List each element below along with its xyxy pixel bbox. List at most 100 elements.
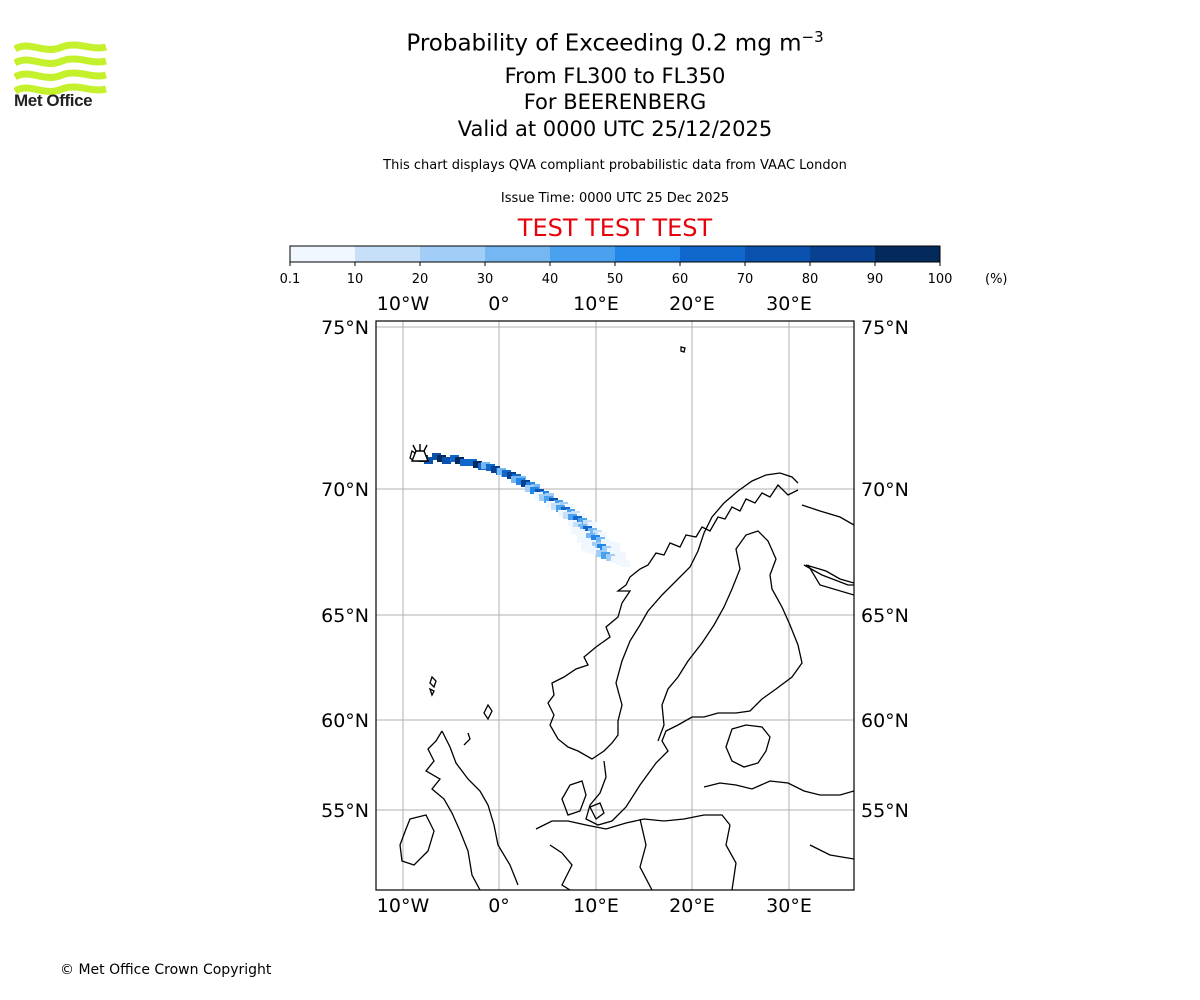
plume-cell	[601, 539, 610, 546]
lon-label: 10°E	[573, 293, 619, 315]
plume-cell	[583, 520, 592, 527]
plume-cell	[437, 455, 446, 462]
plume-cell	[556, 505, 565, 512]
plume-cell	[586, 546, 595, 553]
flight-levels: From FL300 to FL350	[504, 64, 726, 88]
colorbar-tick-label: 60	[672, 272, 689, 287]
lon-label: 10°W	[377, 293, 430, 315]
plume-cell	[502, 470, 511, 477]
lat-label: 70°N	[861, 479, 909, 501]
map-background	[376, 321, 854, 890]
issue-time: Issue Time: 0000 UTC 25 Dec 2025	[500, 191, 730, 206]
plume-cell	[573, 522, 582, 529]
plume-cell	[601, 552, 610, 559]
plume-cell	[596, 550, 605, 557]
colorbar-tick-label: 70	[737, 272, 754, 287]
lon-labels-top: 10°W 0° 10°E 20°E 30°E	[377, 293, 812, 315]
lon-label: 30°E	[766, 895, 812, 917]
plume-cell	[617, 552, 626, 559]
plume-cell	[507, 472, 516, 479]
plume-cell	[460, 459, 469, 466]
graticule	[376, 321, 854, 890]
plume-cell	[568, 514, 577, 521]
plume-cell	[577, 536, 586, 543]
plume-cell	[432, 453, 441, 460]
lon-label: 0°	[488, 293, 510, 315]
plume-cell	[607, 548, 616, 555]
plume-cell	[473, 461, 482, 468]
plume-cell	[539, 494, 548, 501]
plume-cell	[592, 542, 601, 549]
plume-cell	[497, 468, 506, 475]
plume-cell	[578, 524, 587, 531]
plume-cell	[593, 530, 602, 537]
copyright: © Met Office Crown Copyright	[60, 962, 272, 978]
plume-cell	[571, 527, 580, 534]
plume-cell	[546, 501, 555, 508]
colorbar-swatch	[550, 246, 615, 262]
colorbar-tick-label: 50	[607, 272, 624, 287]
plume-cell	[587, 540, 596, 547]
plume-cell	[573, 516, 582, 523]
logo-wordmark: Met Office	[14, 91, 93, 110]
map: 10°W 0° 10°E 20°E 30°E 10°W 0° 10°E 20°E…	[321, 293, 909, 917]
lat-label: 75°N	[321, 317, 369, 339]
colorbar-swatches	[289, 245, 941, 263]
plume-cell	[586, 533, 595, 540]
colorbar-tick-label: 10	[347, 272, 364, 287]
lon-label: 20°E	[669, 293, 715, 315]
plume-cell	[602, 546, 611, 553]
volcano-icon	[410, 444, 430, 462]
lon-label: 0°	[488, 895, 510, 917]
plume-cell	[612, 550, 621, 557]
lon-label: 10°W	[377, 895, 430, 917]
plume-cell	[468, 459, 477, 466]
colorbar-swatch	[355, 246, 420, 262]
map-frame	[375, 320, 855, 891]
colorbar-tick-label: 80	[802, 272, 819, 287]
plume-cell	[616, 558, 625, 565]
plume-cell	[516, 478, 525, 485]
plume-cell	[606, 541, 615, 548]
plume-cell	[576, 529, 585, 536]
colorbar-swatch	[290, 246, 355, 262]
plume-cell	[581, 544, 590, 551]
lon-labels-bottom: 10°W 0° 10°E 20°E 30°E	[377, 895, 812, 917]
colorbar-swatch	[810, 246, 875, 262]
plume-cell	[598, 532, 607, 539]
lon-label: 20°E	[669, 895, 715, 917]
lat-label: 60°N	[861, 710, 909, 732]
title-unit-exponent: −3	[801, 28, 824, 46]
lat-label: 75°N	[861, 317, 909, 339]
plume-cell	[621, 560, 630, 567]
test-banner: TEST TEST TEST	[517, 214, 713, 242]
plume-cell	[597, 544, 606, 551]
colorbar-unit: (%)	[985, 272, 1008, 287]
plume-cell	[544, 496, 553, 503]
colorbar-tick-label: 20	[412, 272, 429, 287]
plume-cell	[611, 543, 620, 550]
lat-label: 60°N	[321, 710, 369, 732]
lat-label: 55°N	[861, 800, 909, 822]
title-main: Probability of Exceeding 0.2 mg m	[406, 30, 802, 57]
plume-cell	[551, 503, 560, 510]
plume-cell	[486, 464, 495, 471]
plume-cell	[521, 480, 530, 487]
plume-cell	[588, 522, 597, 529]
colorbar-tick-label: 40	[542, 272, 559, 287]
lat-label: 55°N	[321, 800, 369, 822]
colorbar-swatch	[485, 246, 550, 262]
plume-cell	[581, 531, 590, 538]
plume-cell	[450, 455, 459, 462]
colorbar-swatch	[680, 246, 745, 262]
colorbar-tick-label: 90	[867, 272, 884, 287]
plume-cell	[606, 554, 615, 561]
lon-label: 30°E	[766, 293, 812, 315]
plume-cell	[596, 537, 605, 544]
plume-cell	[568, 520, 577, 527]
plume-cell	[558, 510, 567, 517]
lat-label: 65°N	[321, 605, 369, 627]
lon-label: 10°E	[573, 895, 619, 917]
plume-cell	[611, 556, 620, 563]
plume-cell	[491, 466, 500, 473]
